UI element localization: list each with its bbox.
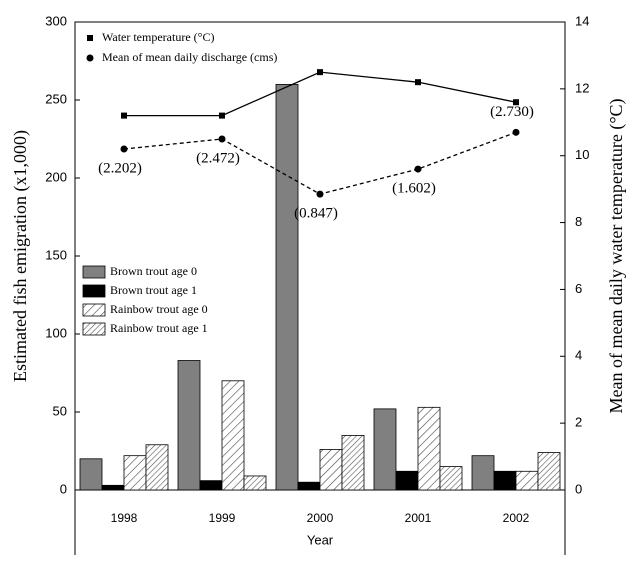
line — [123, 131, 517, 195]
legend-swatch — [82, 303, 106, 317]
y2-tick-label: 12 — [575, 80, 589, 95]
line-marker — [317, 69, 323, 76]
y2-tick-label: 14 — [575, 13, 589, 28]
y-tick-label: 300 — [45, 13, 67, 28]
legend-label: Rainbow trout age 0 — [110, 302, 208, 316]
bar — [515, 470, 539, 491]
plot-frame — [74, 21, 566, 491]
line-marker — [86, 54, 94, 62]
legend-label: Water temperature (°C) — [102, 30, 214, 44]
legend-label: Rainbow trout age 1 — [110, 321, 208, 335]
bar — [417, 406, 441, 491]
x-tick-label: 1999 — [209, 511, 236, 525]
bar — [341, 434, 365, 491]
y2-tick-label: 4 — [575, 348, 582, 363]
bar — [319, 449, 343, 491]
bar — [101, 484, 125, 491]
bar — [537, 452, 561, 491]
x-tick-label: 2000 — [307, 511, 334, 525]
bar — [243, 475, 267, 491]
line-marker — [87, 35, 93, 41]
annotation: (2.472) — [196, 150, 240, 166]
bar — [395, 470, 419, 491]
bar — [221, 380, 245, 491]
line-marker — [121, 112, 127, 119]
y2-axis-label: Mean of mean daily water temperature (°C… — [606, 98, 627, 413]
y2-tick-label: 0 — [575, 481, 582, 496]
bar — [373, 408, 397, 491]
y-tick-label: 200 — [45, 169, 67, 184]
bar — [297, 481, 321, 491]
line-marker — [218, 135, 226, 143]
legend-swatch — [82, 284, 106, 298]
line-marker — [513, 99, 519, 106]
line-marker — [415, 79, 421, 86]
legend-swatch — [82, 265, 106, 279]
y-axis-label: Estimated fish emigration (x1,000) — [10, 130, 31, 382]
y2-tick-label: 6 — [575, 281, 582, 296]
legend-label: Mean of mean daily discharge (cms) — [102, 50, 277, 64]
bar — [199, 480, 223, 491]
y2-tick-label: 10 — [575, 147, 589, 162]
y2-tick-label: 2 — [575, 415, 582, 430]
x-tick-label: 2002 — [503, 511, 530, 525]
line-marker — [120, 145, 128, 153]
line — [124, 71, 517, 117]
bar — [123, 455, 147, 491]
bar — [79, 458, 103, 491]
y-tick-label: 150 — [45, 247, 67, 262]
x-axis-label: Year — [307, 532, 334, 547]
line-marker — [512, 128, 520, 136]
bar — [439, 466, 463, 491]
y-tick-label: 100 — [45, 325, 67, 340]
legend-swatch — [82, 322, 106, 336]
legend-label: Brown trout age 0 — [110, 264, 197, 278]
y-tick-label: 250 — [45, 91, 67, 106]
line-marker — [316, 190, 324, 198]
annotation: (2.202) — [98, 160, 142, 176]
y-tick-label: 50 — [53, 403, 67, 418]
y-tick-label: 0 — [60, 481, 67, 496]
line-marker — [414, 165, 422, 173]
bar — [471, 455, 495, 491]
annotation: (1.602) — [392, 181, 436, 197]
bar — [493, 470, 517, 491]
annotation: (0.847) — [294, 206, 338, 222]
x-tick-label: 2001 — [405, 511, 432, 525]
line-marker — [219, 112, 225, 119]
bar — [177, 360, 201, 491]
annotation: (2.730) — [490, 104, 534, 120]
y2-tick-label: 8 — [575, 214, 582, 229]
legend-label: Brown trout age 1 — [110, 283, 197, 297]
bar — [145, 444, 169, 491]
bar — [275, 84, 299, 491]
x-tick-label: 1998 — [111, 511, 138, 525]
